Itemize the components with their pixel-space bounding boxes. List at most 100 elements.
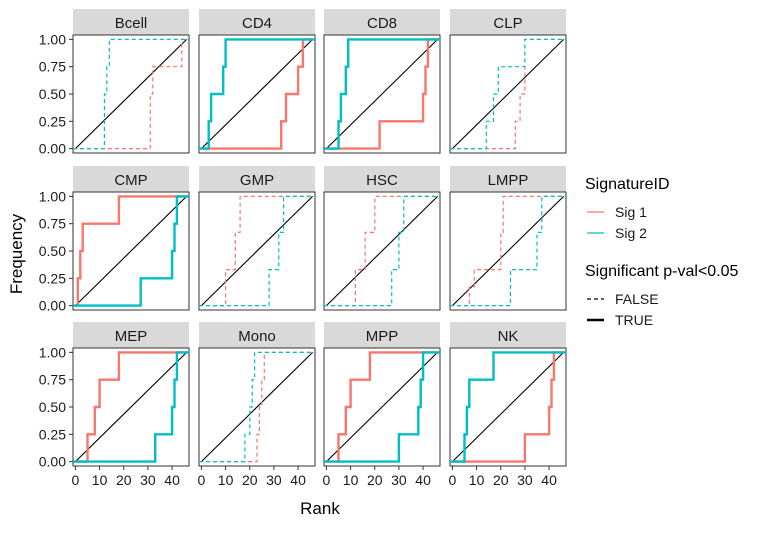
facet-label: LMPP <box>488 172 529 189</box>
facet-label: CD4 <box>242 15 272 32</box>
panel-cmp: CMP 0.00 0.25 0.50 0.75 1.00 <box>39 166 190 314</box>
x-axis-title: Rank <box>300 499 340 518</box>
panel-clp: CLP <box>449 9 567 154</box>
y-tick-label: 0.50 <box>39 243 66 259</box>
facet-label: CD8 <box>367 15 397 32</box>
diagonal-reference-line <box>75 351 187 463</box>
panel-mep: MEP 0.00 0.25 0.50 0.75 1.00 0 10 20 30 40 <box>39 322 190 488</box>
panel-lmpp: LMPP <box>449 166 567 311</box>
facet-label: Mono <box>238 328 276 345</box>
diagonal-reference-line <box>452 195 564 307</box>
facet-strip <box>73 166 189 192</box>
y-tick-label: 0.00 <box>39 141 66 157</box>
facet-label: MPP <box>366 328 399 345</box>
series-line-sig-2-lmpp <box>450 195 566 307</box>
panel-mpp: MPP 0 10 20 30 40 <box>323 322 441 488</box>
panel-cd8: CD8 <box>323 9 441 154</box>
x-tick-label: 30 <box>266 472 282 488</box>
panel-hsc: HSC <box>323 166 441 311</box>
x-tick-label: 10 <box>218 472 234 488</box>
y-axis-title: Frequency <box>7 213 26 294</box>
y-tick-label: 1.00 <box>39 188 66 204</box>
series-line-sig-1-nk <box>450 351 566 463</box>
legend-linetype-title: Significant p-val<0.05 <box>585 263 739 280</box>
x-tick-label: 40 <box>164 472 180 488</box>
series-line-sig-2-nk <box>450 351 566 463</box>
facet-label: MEP <box>115 328 148 345</box>
y-tick-label: 0.25 <box>39 426 66 442</box>
y-tick-label: 1.00 <box>39 344 66 360</box>
facet-strip <box>450 9 566 35</box>
panel-bcell: Bcell 0.00 0.25 0.50 0.75 1.00 <box>39 9 190 157</box>
x-tick-label: 30 <box>517 472 533 488</box>
diagonal-reference-line <box>452 38 564 150</box>
panels-layer: Bcell 0.00 0.25 0.50 0.75 1.00 CD4 CD8 CLP CMP 0.0… <box>39 9 567 488</box>
x-tick-label: 0 <box>198 472 206 488</box>
x-tick-label: 0 <box>72 472 80 488</box>
series-line-sig-2-mpp <box>324 351 440 463</box>
series-line-sig-1-cd4 <box>199 38 315 150</box>
diagonal-reference-line <box>326 195 438 307</box>
x-tick-label: 20 <box>242 472 258 488</box>
facet-strip <box>199 9 315 35</box>
x-tick-label: 30 <box>140 472 156 488</box>
facet-strip <box>199 166 315 192</box>
x-tick-label: 10 <box>343 472 359 488</box>
diagonal-reference-line <box>75 38 187 150</box>
series-line-sig-2-bcell <box>73 38 189 150</box>
y-tick-label: 1.00 <box>39 31 66 47</box>
diagonal-reference-line <box>326 351 438 463</box>
panel-gmp: GMP <box>198 166 316 311</box>
facet-strip <box>324 9 440 35</box>
facet-strip <box>324 322 440 348</box>
x-tick-label: 20 <box>493 472 509 488</box>
diagonal-reference-line <box>326 38 438 150</box>
series-line-sig-2-cd8 <box>324 38 440 150</box>
facet-label: NK <box>498 328 519 345</box>
y-tick-label: 0.50 <box>39 399 66 415</box>
series-line-sig-1-lmpp <box>450 195 566 307</box>
diagonal-reference-line <box>201 38 313 150</box>
series-line-sig-2-gmp <box>199 195 315 307</box>
legend-label-false: FALSE <box>615 291 659 307</box>
legend-label-true: TRUE <box>615 312 653 328</box>
legend-color-title: SignatureID <box>585 176 670 193</box>
x-tick-label: 10 <box>469 472 485 488</box>
y-tick-label: 0.75 <box>39 216 66 232</box>
facet-strip <box>73 9 189 35</box>
facet-strip <box>73 322 189 348</box>
facet-label: HSC <box>366 172 398 189</box>
x-tick-label: 0 <box>323 472 331 488</box>
series-line-sig-2-clp <box>450 38 566 150</box>
series-line-sig-2-mono <box>199 351 315 463</box>
facet-strip <box>199 322 315 348</box>
panel-mono: Mono 0 10 20 30 40 <box>198 322 316 488</box>
panel-cd4: CD4 <box>198 9 316 154</box>
diagonal-reference-line <box>201 351 313 463</box>
x-tick-label: 0 <box>449 472 457 488</box>
legend-label-sig-2: Sig 2 <box>615 225 647 241</box>
x-tick-label: 20 <box>116 472 132 488</box>
x-tick-label: 20 <box>367 472 383 488</box>
facet-strip <box>450 166 566 192</box>
legend: SignatureID Significant p-val<0.05 Sig 1… <box>585 176 739 328</box>
legend-label-sig-1: Sig 1 <box>615 204 647 220</box>
series-line-sig-2-cd4 <box>199 38 315 150</box>
series-line-sig-2-mep <box>73 351 189 463</box>
series-line-sig-1-cmp <box>73 195 189 307</box>
series-line-sig-1-bcell <box>73 38 189 150</box>
y-tick-label: 0.00 <box>39 298 66 314</box>
y-tick-label: 0.25 <box>39 270 66 286</box>
x-tick-label: 40 <box>415 472 431 488</box>
y-tick-label: 0.75 <box>39 372 66 388</box>
series-line-sig-1-hsc <box>324 195 440 307</box>
panel-nk: NK 0 10 20 30 40 <box>449 322 567 488</box>
facet-label: GMP <box>240 172 274 189</box>
facet-strip <box>324 166 440 192</box>
x-tick-label: 30 <box>391 472 407 488</box>
y-tick-label: 0.00 <box>39 454 66 470</box>
x-tick-label: 10 <box>92 472 108 488</box>
x-tick-label: 40 <box>290 472 306 488</box>
